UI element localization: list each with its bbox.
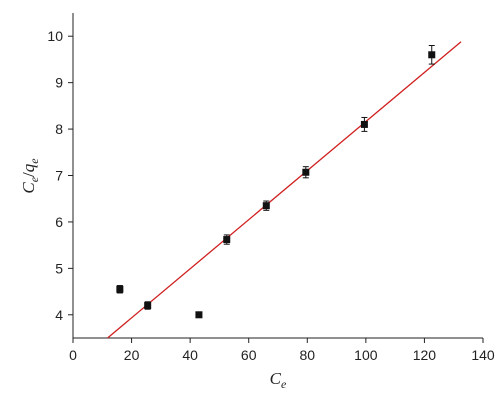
data-point <box>144 301 152 310</box>
x-tick-label: 100 <box>354 347 378 363</box>
square-marker <box>360 120 368 128</box>
x-tick-label: 0 <box>69 347 77 363</box>
square-marker <box>144 302 152 309</box>
x-tick-label: 120 <box>413 347 437 363</box>
square-marker <box>302 168 310 176</box>
x-axis-ticks: 0 20 40 60 80 100 120 140 <box>69 338 495 363</box>
y-tick-label: 10 <box>47 28 63 44</box>
square-marker <box>262 202 270 210</box>
x-tick-label: 60 <box>241 347 257 363</box>
plot-area <box>73 13 483 338</box>
data-point <box>360 116 368 132</box>
data-point <box>195 311 203 319</box>
plot-frame <box>72 13 483 339</box>
y-tick-label: 7 <box>55 168 63 184</box>
y-tick-label: 9 <box>55 75 63 91</box>
y-tick-label: 4 <box>55 307 63 323</box>
square-marker <box>223 236 231 244</box>
regression-line-group <box>107 41 462 339</box>
data-point <box>262 200 270 211</box>
y-axis-title: Ce/qe <box>19 158 41 194</box>
y-tick-label: 5 <box>55 260 63 276</box>
regression-line <box>107 41 462 339</box>
data-point <box>223 234 231 245</box>
y-tick-label: 6 <box>55 214 63 230</box>
data-point <box>302 166 310 179</box>
data-point <box>116 285 124 294</box>
x-tick-label: 20 <box>124 347 140 363</box>
data-point <box>428 45 436 65</box>
square-marker <box>428 51 436 59</box>
x-tick-label: 40 <box>182 347 198 363</box>
x-tick-label: 80 <box>299 347 315 363</box>
y-axis-ticks: 4 5 6 7 8 9 10 <box>47 28 73 323</box>
square-marker <box>195 311 203 319</box>
data-points <box>116 45 436 319</box>
y-tick-label: 8 <box>55 121 63 137</box>
x-axis-title: Ce <box>270 369 287 391</box>
x-tick-label: 140 <box>471 347 495 363</box>
square-marker <box>116 285 124 293</box>
